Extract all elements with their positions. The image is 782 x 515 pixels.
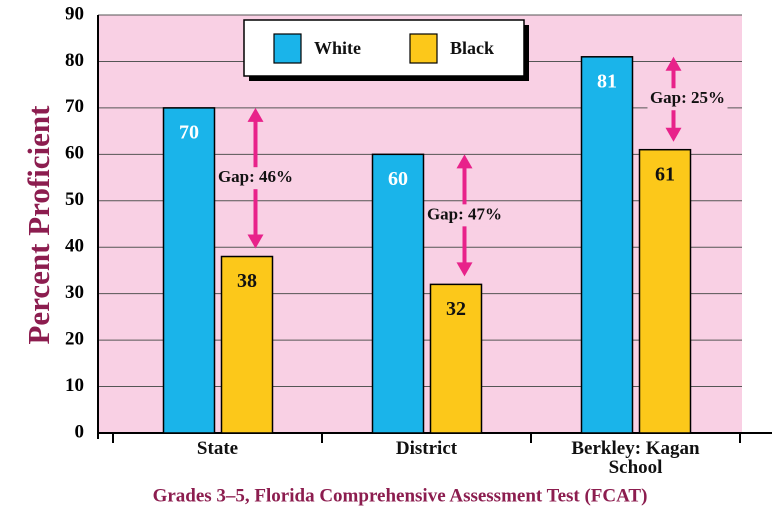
y-tick-label: 60 (65, 143, 84, 164)
annotation-bg (424, 204, 505, 227)
y-tick-label: 90 (65, 3, 84, 24)
y-tick-label: 40 (65, 236, 84, 257)
bar (220, 255, 274, 434)
bar (371, 153, 425, 434)
annotation: Gap: 25% (650, 88, 725, 107)
annotation-bg (215, 167, 296, 190)
legend-swatch (409, 33, 438, 64)
x-tick-label: District (395, 438, 458, 459)
legend-label: White (314, 38, 361, 58)
y-tick-label: 50 (65, 189, 84, 210)
annotation-bg (647, 88, 728, 111)
bar (580, 56, 634, 434)
y-axis-label: Percent Proficient (21, 105, 56, 345)
annotation: Gap: 46% (218, 167, 293, 186)
arrow-head (247, 107, 264, 122)
arrow-head (456, 262, 473, 277)
arrow-head (665, 56, 682, 71)
data-label: 32 (446, 298, 466, 320)
annotation: Gap: 47% (427, 204, 502, 223)
chart-title: Grades 3–5, Florida Comprehensive Assess… (153, 485, 648, 506)
data-label: 70 (179, 121, 199, 143)
x-tick-label: Berkley: Kagan School (571, 438, 700, 478)
arrow-head (665, 127, 682, 142)
bar (429, 283, 483, 434)
y-tick-label: 70 (65, 96, 84, 117)
y-tick-label: 80 (65, 50, 84, 71)
arrow-head (247, 234, 264, 249)
data-label: 81 (597, 70, 617, 92)
y-tick-label: 10 (65, 375, 84, 396)
x-tick-label: State (196, 438, 239, 459)
legend-swatch (273, 33, 302, 64)
bar (162, 107, 216, 434)
y-tick-label: 20 (65, 328, 84, 349)
data-label: 38 (237, 270, 257, 292)
arrow-head (456, 154, 473, 169)
data-label: 61 (655, 163, 675, 185)
bar (638, 148, 692, 434)
y-tick-label: 0 (75, 421, 85, 442)
legend-label: Black (450, 38, 494, 58)
data-label: 60 (388, 168, 408, 190)
y-tick-label: 30 (65, 282, 84, 303)
